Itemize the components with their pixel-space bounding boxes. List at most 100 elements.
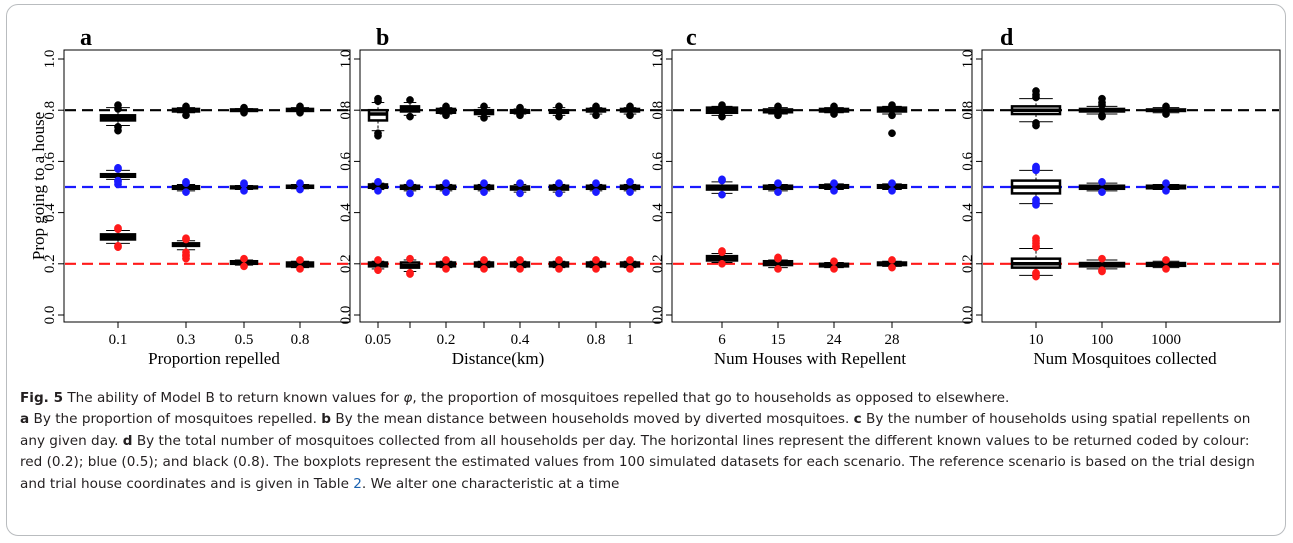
outlier-point-black [626, 102, 634, 111]
outlier-point-black [374, 129, 382, 138]
outlier-point-red [182, 248, 190, 257]
panel-letter-a: a [80, 25, 92, 51]
outlier-point-red [888, 263, 896, 272]
caption-intro: The ability of Model B to return known v… [63, 390, 404, 406]
outlier-point-black [555, 102, 563, 111]
outlier-point-black [774, 102, 782, 111]
outlier-point-red [1162, 265, 1170, 273]
outlier-point-blue [774, 188, 782, 196]
outlier-point-blue [626, 188, 634, 196]
outlier-point-black [296, 108, 304, 117]
y-tick-label-c: 0.6 [650, 152, 666, 171]
outlier-point-red [406, 268, 414, 277]
x-tick-label-a: 0.5 [235, 332, 254, 348]
outlier-point-black [516, 103, 524, 112]
outlier-point-blue [592, 188, 600, 196]
caption-text-a: By the proportion of mosquitoes repelled… [29, 411, 322, 428]
outlier-point-black [114, 122, 122, 131]
outlier-point-blue [592, 179, 600, 188]
caption-letter-d: d [122, 432, 133, 449]
caption-text-d: By the total number of mosquitoes collec… [20, 432, 1255, 492]
outlier-point-black [442, 111, 450, 120]
outlier-point-red [830, 265, 838, 273]
x-tick-label-b: 1 [626, 332, 634, 348]
y-tick-label-b: 0.6 [338, 152, 354, 171]
outlier-point-blue [114, 176, 122, 185]
y-tick-label-c: 1.0 [650, 50, 666, 69]
outlier-point-black [888, 111, 896, 120]
outlier-point-black [888, 101, 896, 109]
outlier-point-black [888, 129, 896, 138]
outlier-point-blue [406, 179, 414, 188]
outlier-point-blue [480, 179, 488, 188]
outlier-point-blue [1032, 162, 1040, 171]
plot-frame-d [981, 49, 1281, 323]
outlier-point-red [718, 259, 726, 268]
y-tick-label-c: 0.0 [650, 306, 666, 325]
outlier-point-blue [1162, 179, 1170, 188]
outlier-point-red [114, 224, 122, 232]
y-tick-label-b: 1.0 [338, 50, 354, 69]
caption-figure-label: Fig. 5 [20, 390, 64, 406]
outlier-point-red [480, 265, 488, 273]
x-tick-label-d: 10 [1029, 332, 1044, 348]
caption-letter-a: a [20, 411, 30, 428]
x-tick-label-c: 28 [885, 332, 900, 348]
y-tick-label-b: 0.2 [338, 254, 354, 273]
outlier-point-black [480, 114, 488, 122]
outlier-point-red [718, 247, 726, 255]
outlier-point-red [1098, 254, 1106, 263]
y-tick-label-d: 1.0 [960, 50, 976, 69]
outlier-point-red [516, 265, 524, 273]
outlier-point-red [592, 256, 600, 264]
outlier-point-red [774, 265, 782, 273]
y-tick-label-a: 0.8 [42, 101, 58, 120]
plot-frame-c [671, 49, 973, 323]
panel-b: b Distance(km) 0.0 0.2 0.4 0.6 0.8 1.0 0.05 0.2… [338, 25, 663, 368]
outlier-point-black [406, 96, 414, 104]
outlier-point-blue [374, 186, 382, 195]
outlier-point-blue [296, 179, 304, 188]
outlier-point-blue [1032, 195, 1040, 204]
x-tick-label-d: 1000 [1151, 332, 1181, 348]
outlier-point-blue [718, 175, 726, 184]
outlier-point-red [1098, 266, 1106, 275]
outlier-point-black [1098, 111, 1106, 120]
x-axis-title-a: Proportion repelled [148, 349, 280, 368]
outlier-point-black [1162, 102, 1170, 111]
outlier-point-red [1032, 234, 1040, 243]
outlier-point-black [406, 112, 414, 121]
outlier-point-red [374, 256, 382, 264]
outlier-point-black [830, 110, 838, 118]
outlier-point-black [374, 94, 382, 103]
outlier-point-black [718, 101, 726, 109]
y-axis-title: Prop going to a house [29, 112, 48, 260]
y-tick-label-d: 0.2 [960, 254, 976, 273]
outlier-point-blue [114, 163, 122, 172]
panel-letter-c: c [686, 25, 697, 51]
outlier-point-red [592, 265, 600, 273]
outlier-point-black [774, 111, 782, 120]
table-2-link[interactable]: 2 [353, 475, 362, 492]
outlier-point-red [626, 256, 634, 264]
y-tick-label-c: 0.2 [650, 254, 666, 273]
outlier-point-red [774, 253, 782, 262]
outlier-point-blue [182, 178, 190, 186]
outlier-point-black [1162, 110, 1170, 118]
caption-text-b: By the mean distance between households … [331, 411, 854, 428]
panel-letter-b: b [376, 25, 389, 51]
outlier-point-red [516, 256, 524, 264]
outlier-point-blue [718, 190, 726, 199]
y-tick-label-b: 0.0 [338, 306, 354, 325]
outlier-point-red [555, 256, 563, 264]
outlier-point-red [888, 256, 896, 264]
y-tick-label-a: 0.4 [42, 203, 58, 222]
x-tick-label-b: 0.2 [437, 332, 456, 348]
outlier-point-red [442, 256, 450, 264]
y-tick-label-d: 0.0 [960, 306, 976, 325]
outlier-point-red [240, 262, 248, 271]
caption-text-c: By the number of households using spatia… [20, 411, 1251, 449]
outlier-point-black [114, 101, 122, 109]
outlier-point-black [442, 102, 450, 111]
outlier-point-blue [555, 179, 563, 188]
